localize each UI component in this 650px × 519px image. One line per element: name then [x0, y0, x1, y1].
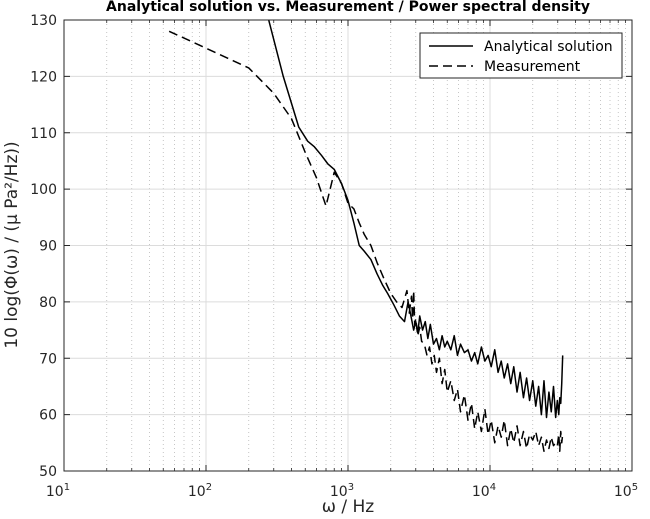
- y-tick-label: 60: [39, 408, 57, 424]
- y-tick-labels: 50 60 70 80 90 100 110 120 130: [30, 13, 57, 480]
- x-tick-label: 103: [330, 482, 354, 500]
- x-tick-base: 10: [614, 484, 632, 500]
- x-axis-label: ω / Hz: [322, 497, 375, 517]
- x-tick-exponent: 2: [206, 482, 212, 493]
- series-line-analytical: [267, 20, 564, 419]
- x-tick-exponent: 5: [632, 482, 638, 493]
- y-tick-label: 70: [39, 351, 57, 367]
- x-tick-labels: 101 102 103 104 105: [46, 482, 638, 500]
- y-tick-label: 100: [30, 182, 57, 198]
- x-tick-exponent: 3: [348, 482, 354, 493]
- x-tick-base: 10: [188, 484, 206, 500]
- legend-label-analytical: Analytical solution: [484, 39, 613, 55]
- x-tick-base: 10: [472, 484, 490, 500]
- x-tick-label: 101: [46, 482, 70, 500]
- chart-title: Analytical solution vs. Measurement / Po…: [106, 0, 590, 15]
- x-tick-label: 104: [472, 482, 496, 500]
- y-tick-label: 50: [39, 464, 57, 480]
- x-tick-exponent: 4: [490, 482, 496, 493]
- y-tick-label: 90: [39, 239, 57, 255]
- y-tick-label: 120: [30, 69, 57, 85]
- y-tick-label: 110: [30, 126, 57, 142]
- y-tick-label: 130: [30, 13, 57, 29]
- x-tick-exponent: 1: [64, 482, 70, 493]
- x-tick-base: 10: [330, 484, 348, 500]
- y-axis-label: 10 log(Φ(ω) / (μ Pa²/Hz)): [2, 141, 22, 348]
- x-tick-label: 105: [614, 482, 638, 500]
- legend-box: [419, 32, 623, 79]
- x-tick-label: 102: [188, 482, 212, 500]
- y-tick-label: 80: [39, 295, 57, 311]
- legend-label-measurement: Measurement: [484, 59, 581, 75]
- series-lines: [168, 20, 564, 453]
- series-line-measurement: [168, 30, 564, 453]
- legend: Analytical solution Measurement: [419, 32, 623, 79]
- axis-ticks: [63, 19, 633, 472]
- x-tick-base: 10: [46, 484, 64, 500]
